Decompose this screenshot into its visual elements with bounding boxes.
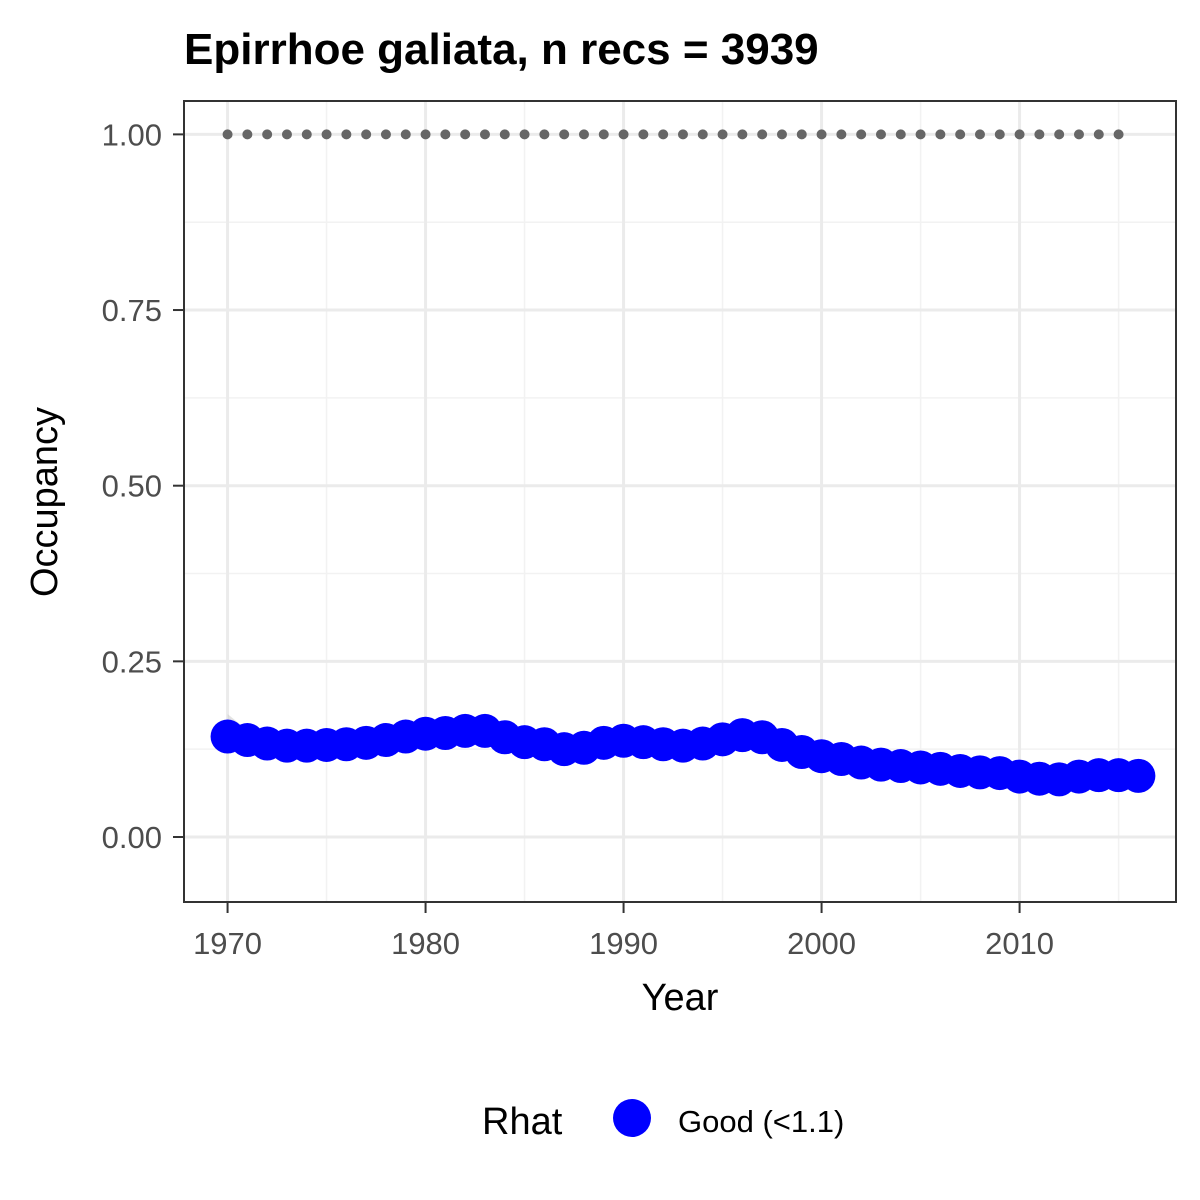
reference-dot (1093, 129, 1104, 140)
reference-dot (974, 129, 985, 140)
x-tick-label: 2010 (985, 926, 1054, 961)
x-tick-label: 1970 (193, 926, 262, 961)
y-tick-label: 0.00 (102, 820, 162, 855)
reference-dot (479, 129, 490, 140)
reference-dot (994, 129, 1005, 140)
reference-dot (341, 129, 352, 140)
reference-dot (460, 129, 471, 140)
occupancy-series (210, 713, 1156, 797)
reference-dot (539, 129, 550, 140)
y-tick-label: 0.25 (102, 644, 162, 679)
reference-dot (440, 129, 451, 140)
reference-dot (559, 129, 570, 140)
x-tick-label: 1980 (391, 926, 460, 961)
y-tick-label: 0.75 (102, 293, 162, 328)
reference-dot (717, 129, 728, 140)
reference-dot (361, 129, 372, 140)
x-tick-label: 2000 (787, 926, 856, 961)
reference-dot (875, 129, 886, 140)
reference-dot (697, 129, 708, 140)
reference-dot (1073, 129, 1084, 140)
reference-dot (222, 129, 233, 140)
reference-line (222, 129, 1124, 140)
reference-dot (321, 129, 332, 140)
legend-label-good: Good (<1.1) (678, 1104, 844, 1139)
x-axis: 1970 1980 1990 2000 2010 (193, 902, 1054, 961)
reference-dot (578, 129, 589, 140)
reference-dot (836, 129, 847, 140)
y-axis: 0.00 0.25 0.50 0.75 1.00 (102, 117, 184, 855)
reference-dot (737, 129, 748, 140)
x-axis-label: Year (642, 977, 719, 1019)
reference-dot (1014, 129, 1025, 140)
reference-dot (262, 129, 273, 140)
x-tick-label: 1990 (589, 926, 658, 961)
reference-dot (499, 129, 510, 140)
reference-dot (895, 129, 906, 140)
reference-dot (242, 129, 253, 140)
reference-dot (856, 129, 867, 140)
y-tick-label: 1.00 (102, 117, 162, 152)
reference-dot (598, 129, 609, 140)
reference-dot (400, 129, 411, 140)
reference-dot (519, 129, 530, 140)
reference-dot (301, 129, 312, 140)
reference-dot (915, 129, 926, 140)
reference-dot (380, 129, 391, 140)
reference-dot (1054, 129, 1065, 140)
y-tick-label: 0.50 (102, 469, 162, 504)
reference-dot (1034, 129, 1045, 140)
reference-dot (816, 129, 827, 140)
reference-dot (757, 129, 768, 140)
reference-dot (658, 129, 669, 140)
reference-dot (1113, 129, 1124, 140)
plot-border (183, 100, 1177, 903)
chart-title: Epirrhoe galiata, n recs = 3939 (184, 25, 819, 74)
reference-dot (955, 129, 966, 140)
reference-dot (420, 129, 431, 140)
occupancy-point (1121, 758, 1156, 793)
reference-dot (796, 129, 807, 140)
legend: Rhat Good (<1.1) (482, 1099, 844, 1143)
reference-dot (935, 129, 946, 140)
reference-dot (677, 129, 688, 140)
reference-dot (618, 129, 629, 140)
reference-dot (638, 129, 649, 140)
reference-dot (776, 129, 787, 140)
y-axis-label: Occupancy (24, 407, 66, 597)
legend-key-good (613, 1099, 651, 1137)
legend-title: Rhat (482, 1101, 563, 1143)
reference-dot (281, 129, 292, 140)
